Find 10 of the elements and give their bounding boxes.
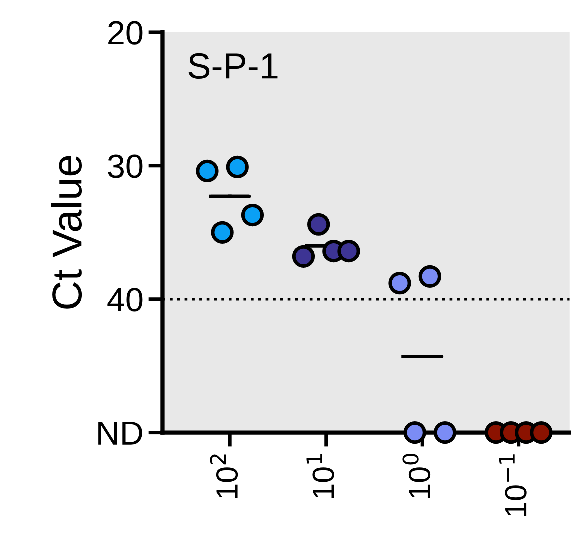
y-tick-label: 40 (108, 288, 143, 312)
y-axis-title: Ct Value (51, 156, 82, 309)
x-tick-label: 10$^{−1}$ (499, 454, 527, 516)
y-tick-label: ND (98, 422, 142, 445)
x-tick-label: 10$^{1}$ (306, 454, 334, 498)
x-tick-label: 10$^{0}$ (402, 454, 431, 498)
chart-title: S-P-1 (188, 53, 278, 79)
y-tick-label: 20 (108, 21, 143, 45)
x-tick-label: 10$^{2}$ (210, 454, 238, 498)
y-tick-label: 30 (108, 154, 143, 178)
